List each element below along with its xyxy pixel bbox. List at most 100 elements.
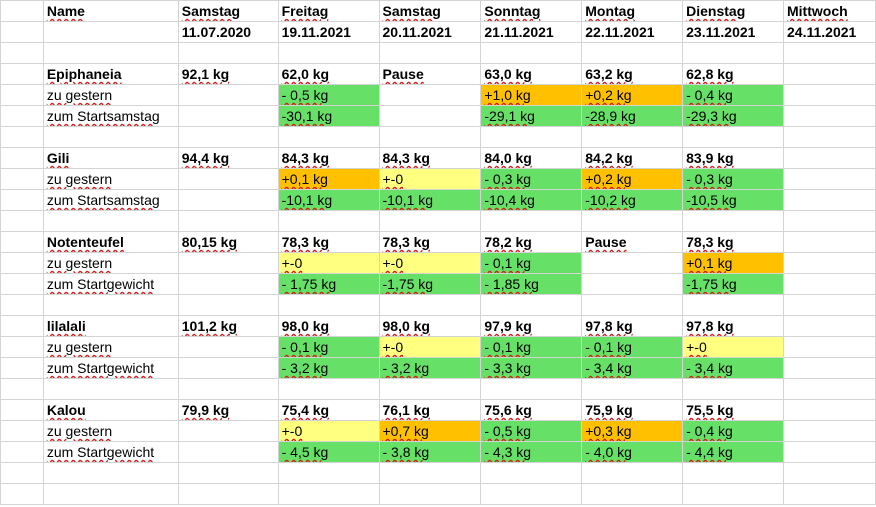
empty-cell[interactable] [0,357,44,379]
diff-cell[interactable]: - 0,3 kg [682,168,784,190]
header-day[interactable]: Freitag [277,0,380,22]
empty-cell[interactable] [42,126,179,148]
empty-cell[interactable] [682,483,784,505]
empty-cell[interactable] [0,231,44,253]
header-date[interactable]: 11.07.2020 [177,21,279,43]
empty-cell[interactable] [783,42,876,64]
total-diff-cell[interactable] [177,273,279,295]
weight-cell[interactable]: 92,1 kg [177,63,279,85]
empty-cell[interactable] [0,378,44,400]
diff-cell[interactable] [177,84,279,106]
header-date[interactable]: 22.11.2021 [581,21,684,43]
empty-cell[interactable] [277,378,380,400]
empty-cell[interactable] [0,210,44,232]
empty-cell[interactable] [682,462,784,484]
header-date[interactable]: 24.11.2021 [783,21,876,43]
weight-cell[interactable]: Pause [378,63,482,85]
weight-cell[interactable]: 97,8 kg [581,315,684,337]
empty-cell[interactable] [177,42,279,64]
diff-cell[interactable]: +0,2 kg [581,168,684,190]
total-diff-cell[interactable] [177,105,279,127]
weight-cell[interactable]: 63,2 kg [581,63,684,85]
row-label-zu-gestern[interactable]: zu gestern [42,252,179,274]
weight-cell[interactable]: 97,9 kg [480,315,583,337]
diff-cell[interactable]: - 0,1 kg [480,252,583,274]
empty-cell[interactable] [0,441,44,463]
empty-cell[interactable] [42,378,179,400]
diff-cell[interactable] [783,336,876,358]
empty-cell[interactable] [378,378,482,400]
empty-cell[interactable] [682,42,784,64]
empty-cell[interactable] [0,105,44,127]
empty-cell[interactable] [277,294,380,316]
header-day[interactable]: Montag [581,0,684,22]
person-name[interactable]: Gili [42,147,179,169]
diff-cell[interactable]: - 0,4 kg [682,84,784,106]
empty-cell[interactable] [581,210,684,232]
empty-cell[interactable] [177,378,279,400]
diff-cell[interactable]: - 0,1 kg [277,336,380,358]
empty-cell[interactable] [42,42,179,64]
diff-cell[interactable] [783,420,876,442]
diff-cell[interactable]: +0,2 kg [581,84,684,106]
total-diff-cell[interactable]: - 1,85 kg [480,273,583,295]
empty-cell[interactable] [42,294,179,316]
total-diff-cell[interactable]: -1,75 kg [682,273,784,295]
total-diff-cell[interactable]: -1,75 kg [378,273,482,295]
total-diff-cell[interactable]: - 4,4 kg [682,441,784,463]
weight-cell[interactable]: 75,6 kg [480,399,583,421]
total-diff-cell[interactable]: - 3,3 kg [480,357,583,379]
diff-cell[interactable]: - 0,1 kg [480,336,583,358]
diff-cell[interactable]: - 0,4 kg [682,420,784,442]
diff-cell[interactable] [177,420,279,442]
weight-cell[interactable]: 78,3 kg [682,231,784,253]
total-diff-cell[interactable] [783,357,876,379]
header-date[interactable]: 21.11.2021 [480,21,583,43]
empty-cell[interactable] [480,42,583,64]
empty-cell[interactable] [783,462,876,484]
total-diff-cell[interactable] [783,105,876,127]
diff-cell[interactable] [783,252,876,274]
row-label-zu-gestern[interactable]: zu gestern [42,168,179,190]
total-diff-cell[interactable]: - 3,4 kg [581,357,684,379]
diff-cell[interactable]: +-0 [378,336,482,358]
weight-cell[interactable]: 94,4 kg [177,147,279,169]
weight-cell[interactable]: 63,0 kg [480,63,583,85]
header-date[interactable]: 23.11.2021 [682,21,784,43]
empty-cell[interactable] [0,252,44,274]
empty-cell[interactable] [0,462,44,484]
empty-cell[interactable] [783,126,876,148]
empty-cell[interactable] [682,210,784,232]
empty-cell[interactable] [277,126,380,148]
weight-cell[interactable]: 84,2 kg [581,147,684,169]
row-label-start[interactable]: zum Startgewicht [42,357,179,379]
weight-cell[interactable] [783,315,876,337]
empty-cell[interactable] [378,42,482,64]
empty-cell[interactable] [480,378,583,400]
total-diff-cell[interactable]: -28,9 kg [581,105,684,127]
total-diff-cell[interactable]: - 4,3 kg [480,441,583,463]
empty-cell[interactable] [277,42,380,64]
empty-cell[interactable] [581,483,684,505]
empty-cell[interactable] [0,0,44,22]
row-label-start[interactable]: zum Startgewicht [42,441,179,463]
empty-cell[interactable] [480,294,583,316]
header-day[interactable]: Mittwoch [783,0,876,22]
empty-cell[interactable] [581,42,684,64]
diff-cell[interactable]: - 0,1 kg [581,336,684,358]
empty-cell[interactable] [177,462,279,484]
header-date[interactable]: 20.11.2021 [378,21,482,43]
header-day[interactable]: Dienstag [682,0,784,22]
empty-cell[interactable] [682,126,784,148]
total-diff-cell[interactable]: - 4,5 kg [277,441,380,463]
empty-cell[interactable] [0,336,44,358]
empty-cell[interactable] [480,483,583,505]
weight-cell[interactable]: 84,3 kg [277,147,380,169]
diff-cell[interactable] [177,252,279,274]
total-diff-cell[interactable]: - 3,2 kg [378,357,482,379]
person-name[interactable]: Notenteufel [42,231,179,253]
total-diff-cell[interactable] [581,273,684,295]
weight-cell[interactable]: 78,3 kg [277,231,380,253]
diff-cell[interactable]: +0,7 kg [378,420,482,442]
empty-cell[interactable] [277,210,380,232]
